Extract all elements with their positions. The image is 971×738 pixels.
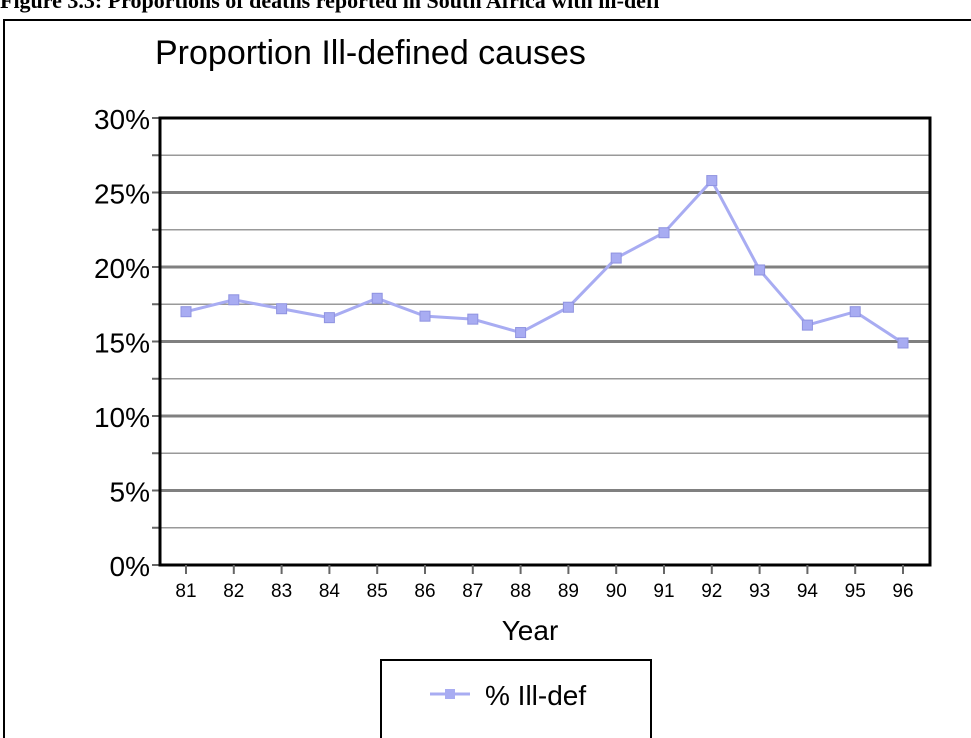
x-tick-label: 83 xyxy=(271,581,292,602)
x-tick-label: 81 xyxy=(175,581,196,602)
x-tick-label: 84 xyxy=(319,581,341,602)
y-tick-label: 5% xyxy=(110,477,150,508)
x-tick-label: 87 xyxy=(462,581,483,602)
data-point xyxy=(323,312,335,324)
data-point xyxy=(562,301,574,313)
x-tick-label: 96 xyxy=(892,581,913,602)
x-tick-label: 91 xyxy=(653,581,674,602)
data-point xyxy=(515,327,527,339)
x-tick-label: 90 xyxy=(606,581,627,602)
y-tick-label: 10% xyxy=(94,402,150,433)
y-tick-label: 20% xyxy=(94,253,150,284)
legend-label: % Ill-def xyxy=(485,680,586,711)
chart-title: Proportion Ill-defined causes xyxy=(155,34,586,72)
plot-area xyxy=(158,116,932,567)
data-point xyxy=(897,337,909,349)
legend-swatch-marker xyxy=(445,689,455,699)
data-point xyxy=(276,303,288,315)
data-point xyxy=(706,175,718,187)
figure-caption: Figure 3.3: Proportions of deaths report… xyxy=(0,0,659,13)
x-tick-label: 95 xyxy=(845,581,866,602)
data-point xyxy=(658,227,670,239)
x-tick-label: 92 xyxy=(701,581,722,602)
data-point xyxy=(849,306,861,318)
data-point xyxy=(180,306,192,318)
data-point xyxy=(610,252,622,264)
x-tick-label: 88 xyxy=(510,581,531,602)
data-point xyxy=(801,319,813,331)
y-tick-label: 0% xyxy=(110,551,150,582)
x-tick-label: 86 xyxy=(414,581,435,602)
y-tick-label: 15% xyxy=(94,328,150,359)
x-tick-label: 93 xyxy=(749,581,770,602)
data-point xyxy=(371,292,383,304)
x-axis-label: Year xyxy=(502,615,559,646)
data-point xyxy=(228,294,240,306)
y-tick-label: 25% xyxy=(94,179,150,210)
x-tick-label: 85 xyxy=(367,581,388,602)
data-point xyxy=(467,313,479,325)
series-line xyxy=(185,178,904,345)
x-tick-label: 89 xyxy=(558,581,579,602)
y-tick-label: 30% xyxy=(94,104,150,135)
x-tick-label: 82 xyxy=(223,581,244,602)
data-point xyxy=(419,310,431,322)
legend-box xyxy=(380,659,652,738)
data-point xyxy=(754,264,766,276)
x-tick-label: 94 xyxy=(797,581,819,602)
